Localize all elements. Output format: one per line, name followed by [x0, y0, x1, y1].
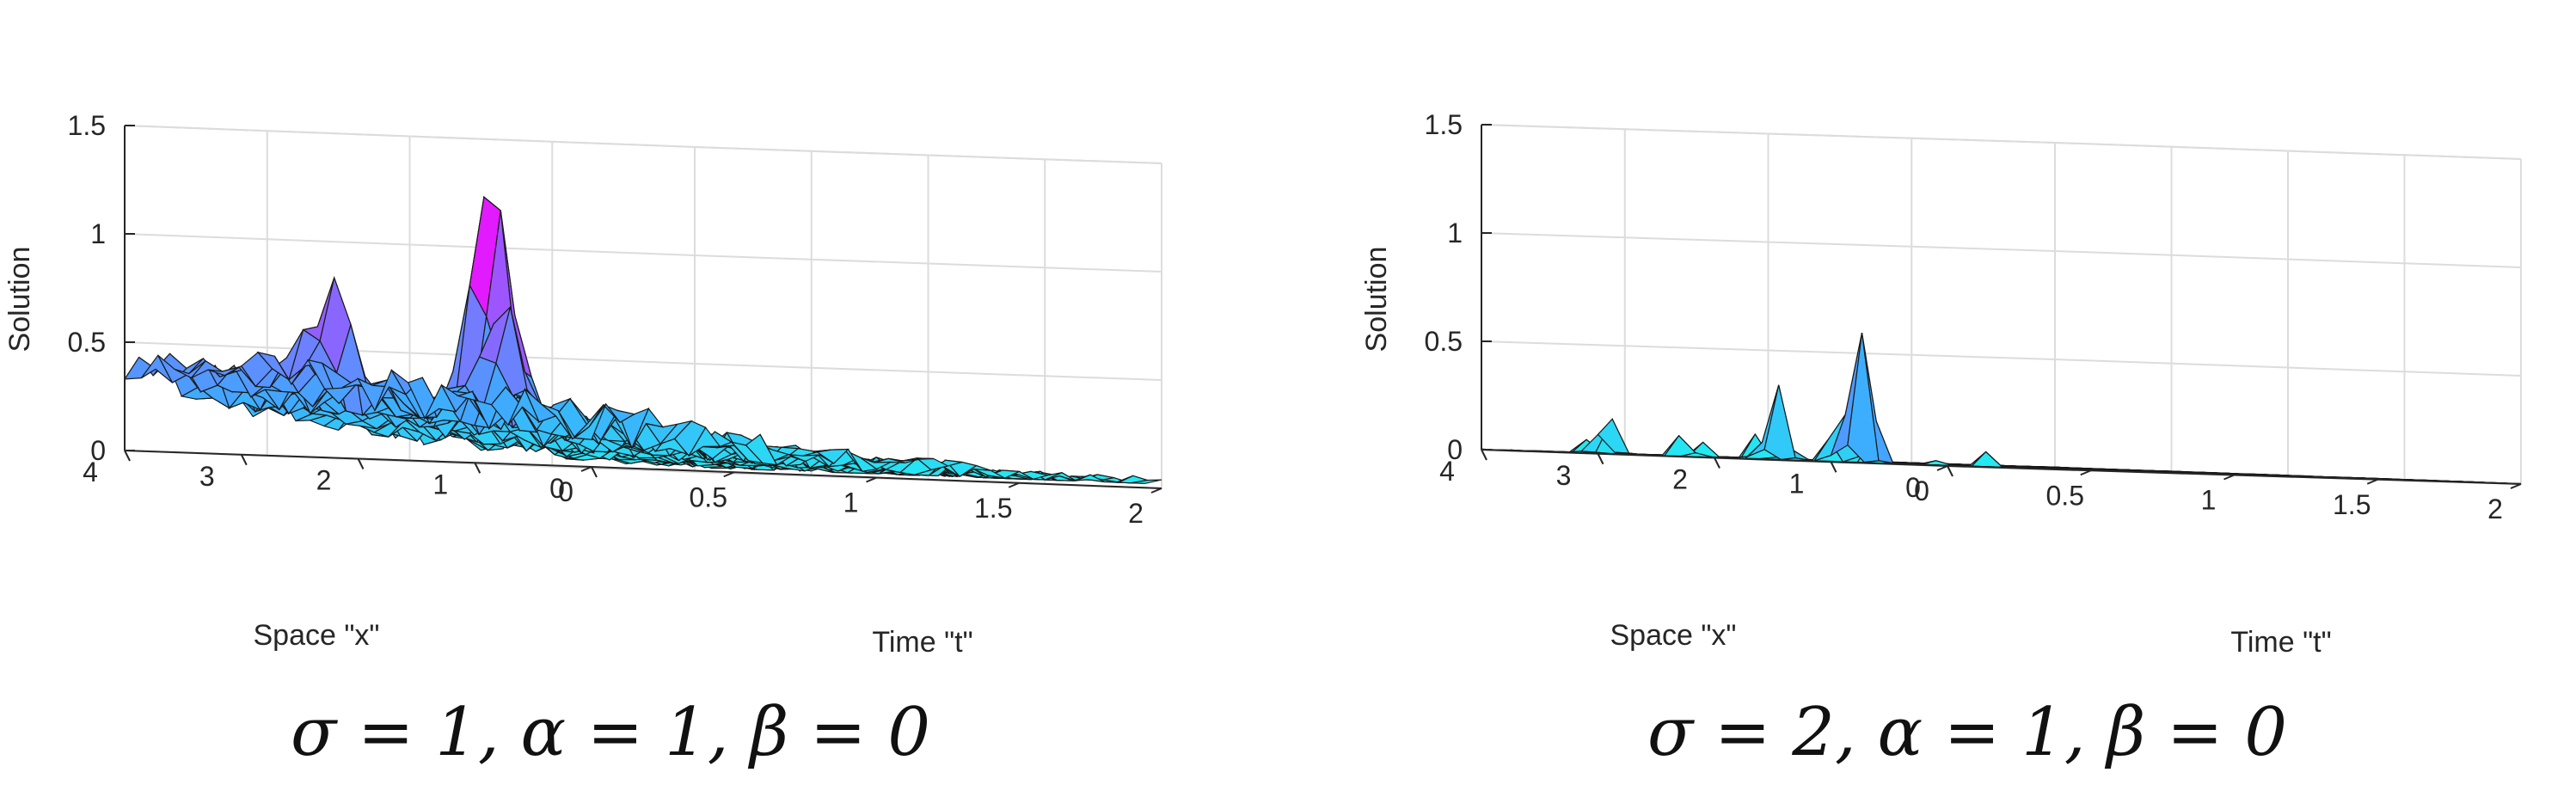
y-tick-label: 1	[432, 469, 448, 500]
z-tick-label: 0	[90, 435, 106, 466]
caption: σ = 1, α = 1, β = 0	[291, 694, 930, 771]
surface-mesh	[1481, 332, 2522, 484]
z-tick-label: 1.5	[68, 110, 106, 141]
y-tick	[357, 458, 365, 469]
x-tick	[2366, 478, 2378, 485]
box-edge	[1481, 124, 2522, 160]
y-tick	[1597, 453, 1604, 465]
z-tick-label: 1.5	[1425, 109, 1463, 140]
y-axis-label: Space "x"	[254, 619, 380, 652]
z-tick-label: 1	[1447, 218, 1463, 248]
y-tick	[474, 462, 481, 474]
y-axis-label: Space "x"	[1610, 619, 1737, 652]
y-tick-label: 2	[316, 465, 332, 496]
y-tick	[240, 454, 248, 466]
x-tick-label: 0.5	[2046, 480, 2084, 511]
x-axis-label: Time "t"	[2230, 626, 2331, 659]
y-tick-label: 3	[199, 461, 215, 492]
x-tick-label: 2	[2487, 494, 2503, 524]
x-tick	[723, 471, 735, 478]
x-tick	[580, 466, 592, 472]
x-tick	[2510, 483, 2522, 489]
y-tick-label: 1	[1789, 468, 1805, 499]
z-axis-label: Solution	[1360, 247, 1393, 353]
x-tick-label: 0.5	[690, 481, 727, 512]
y-tick-label: 4	[83, 457, 98, 487]
gridline	[1831, 155, 2406, 481]
y-tick	[1481, 449, 1487, 461]
gridline	[1598, 146, 2173, 473]
x-tick	[2080, 469, 2092, 476]
x-tick	[2223, 474, 2235, 481]
x-tick-label: 2	[1128, 498, 1144, 529]
x-tick	[1008, 481, 1020, 488]
x-tick-label: 0	[1914, 475, 1929, 506]
surface-mesh	[123, 195, 1162, 484]
gridline	[1481, 340, 2522, 377]
x-tick-label: 1.5	[2333, 489, 2371, 520]
z-tick-label: 0	[1447, 434, 1463, 465]
z-tick-label: 0.5	[1425, 326, 1463, 357]
gridline	[1481, 125, 1948, 467]
axes	[124, 125, 1162, 494]
surface-cell	[573, 403, 607, 441]
gridline	[1481, 232, 2522, 268]
box-edge	[124, 125, 1162, 164]
z-tick-label: 1	[90, 218, 106, 249]
y-tick-label: 0	[549, 473, 565, 504]
gridline	[1947, 159, 2522, 486]
z-axis-label: Solution	[3, 247, 36, 353]
z-tick-label: 0.5	[68, 327, 106, 358]
x-tick-label: 1	[843, 487, 859, 518]
x-tick-label: 1	[2201, 485, 2217, 516]
y-tick	[1947, 465, 1953, 477]
x-tick	[1936, 465, 1948, 471]
y-tick-label: 4	[1439, 456, 1455, 487]
y-tick	[1714, 457, 1720, 469]
gridline	[1714, 150, 2289, 477]
axes	[1481, 124, 2522, 489]
surface-cell	[1663, 434, 1697, 457]
back-grid	[1481, 124, 2522, 486]
x-axis-label: Time "t"	[872, 626, 972, 659]
gridline	[1767, 133, 2235, 476]
x-tick-label: 0	[558, 476, 573, 507]
caption: σ = 2, α = 1, β = 0	[1647, 694, 2287, 771]
y-tick	[1830, 461, 1837, 473]
y-tick-label: 3	[1556, 460, 1572, 491]
y-tick	[591, 466, 598, 478]
y-tick	[124, 450, 131, 462]
x-tick	[1150, 487, 1162, 494]
x-tick	[866, 476, 877, 483]
gridline	[124, 233, 1162, 273]
y-tick-label: 2	[1672, 464, 1688, 495]
x-tick-label: 1.5	[974, 493, 1012, 524]
gridline	[1911, 138, 2378, 481]
y-tick-label: 0	[1905, 472, 1921, 503]
